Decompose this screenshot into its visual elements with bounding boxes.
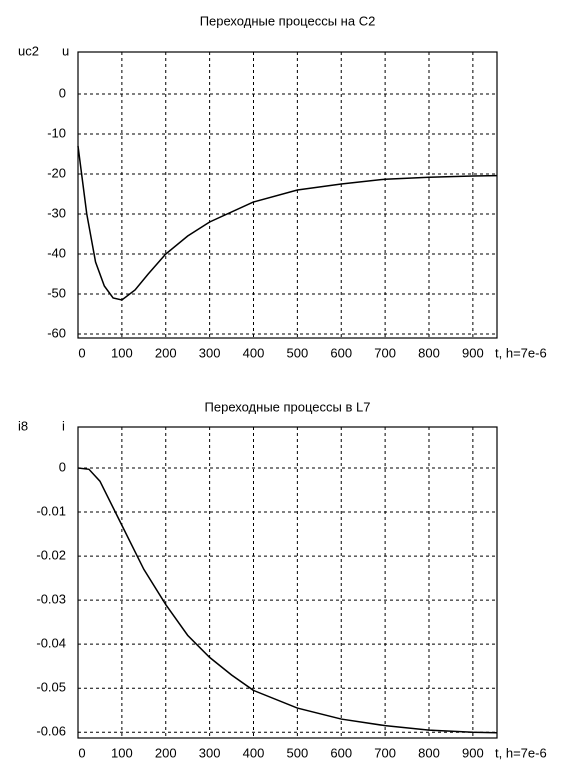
x-tick-label: 800 xyxy=(418,345,440,360)
x-tick-label: 300 xyxy=(199,345,221,360)
x-tick-label: 100 xyxy=(111,345,133,360)
y-axis-label: uc2 xyxy=(18,43,39,58)
x-tick-label: 500 xyxy=(287,745,309,760)
x-tick-label: 100 xyxy=(111,745,133,760)
x-tick-label: 900 xyxy=(462,345,484,360)
x-tick-label: 400 xyxy=(243,345,265,360)
y-axis-label: i8 xyxy=(18,418,28,433)
series-line xyxy=(77,145,498,301)
y-tick-label: -40 xyxy=(47,245,66,260)
y-tick-label: 0 xyxy=(59,459,66,474)
series-line xyxy=(77,467,498,734)
y-tick-label: -0.04 xyxy=(36,636,66,651)
x-tick-label: 200 xyxy=(155,745,177,760)
y-tick-label: -30 xyxy=(47,205,66,220)
plot-frame xyxy=(77,51,498,339)
y-tick-label: -0.02 xyxy=(36,548,66,563)
x-tick-label: 600 xyxy=(330,345,352,360)
y-tick-label: -10 xyxy=(47,125,66,140)
x-tick-label: 800 xyxy=(418,745,440,760)
x-tick-label: 0 xyxy=(78,745,85,760)
y-tick-label: -0.03 xyxy=(36,592,66,607)
y-tick-label: -0.06 xyxy=(36,724,66,739)
chart-title: Переходные процессы на C2 xyxy=(200,13,376,28)
x-tick-label: 700 xyxy=(374,745,396,760)
y-tick-label: -20 xyxy=(47,165,66,180)
y-tick-label: 0 xyxy=(59,85,66,100)
y-tick-label: -0.01 xyxy=(36,503,66,518)
x-axis-label: t, h=7e-6 xyxy=(495,345,547,360)
y-tick-label: -50 xyxy=(47,285,66,300)
x-tick-label: 400 xyxy=(243,745,265,760)
x-tick-label: 200 xyxy=(155,345,177,360)
x-tick-label: 900 xyxy=(462,745,484,760)
x-tick-label: 700 xyxy=(374,345,396,360)
x-tick-label: 0 xyxy=(78,345,85,360)
chart-title: Переходные процессы в L7 xyxy=(205,399,371,414)
legend-entry: u xyxy=(62,43,69,58)
legend-entry: i xyxy=(62,418,65,433)
x-tick-label: 500 xyxy=(287,345,309,360)
x-tick-label: 300 xyxy=(199,745,221,760)
y-tick-label: -60 xyxy=(47,325,66,340)
plot-frame xyxy=(77,426,498,739)
x-axis-label: t, h=7e-6 xyxy=(495,745,547,760)
y-tick-label: -0.05 xyxy=(36,680,66,695)
x-tick-label: 600 xyxy=(330,745,352,760)
